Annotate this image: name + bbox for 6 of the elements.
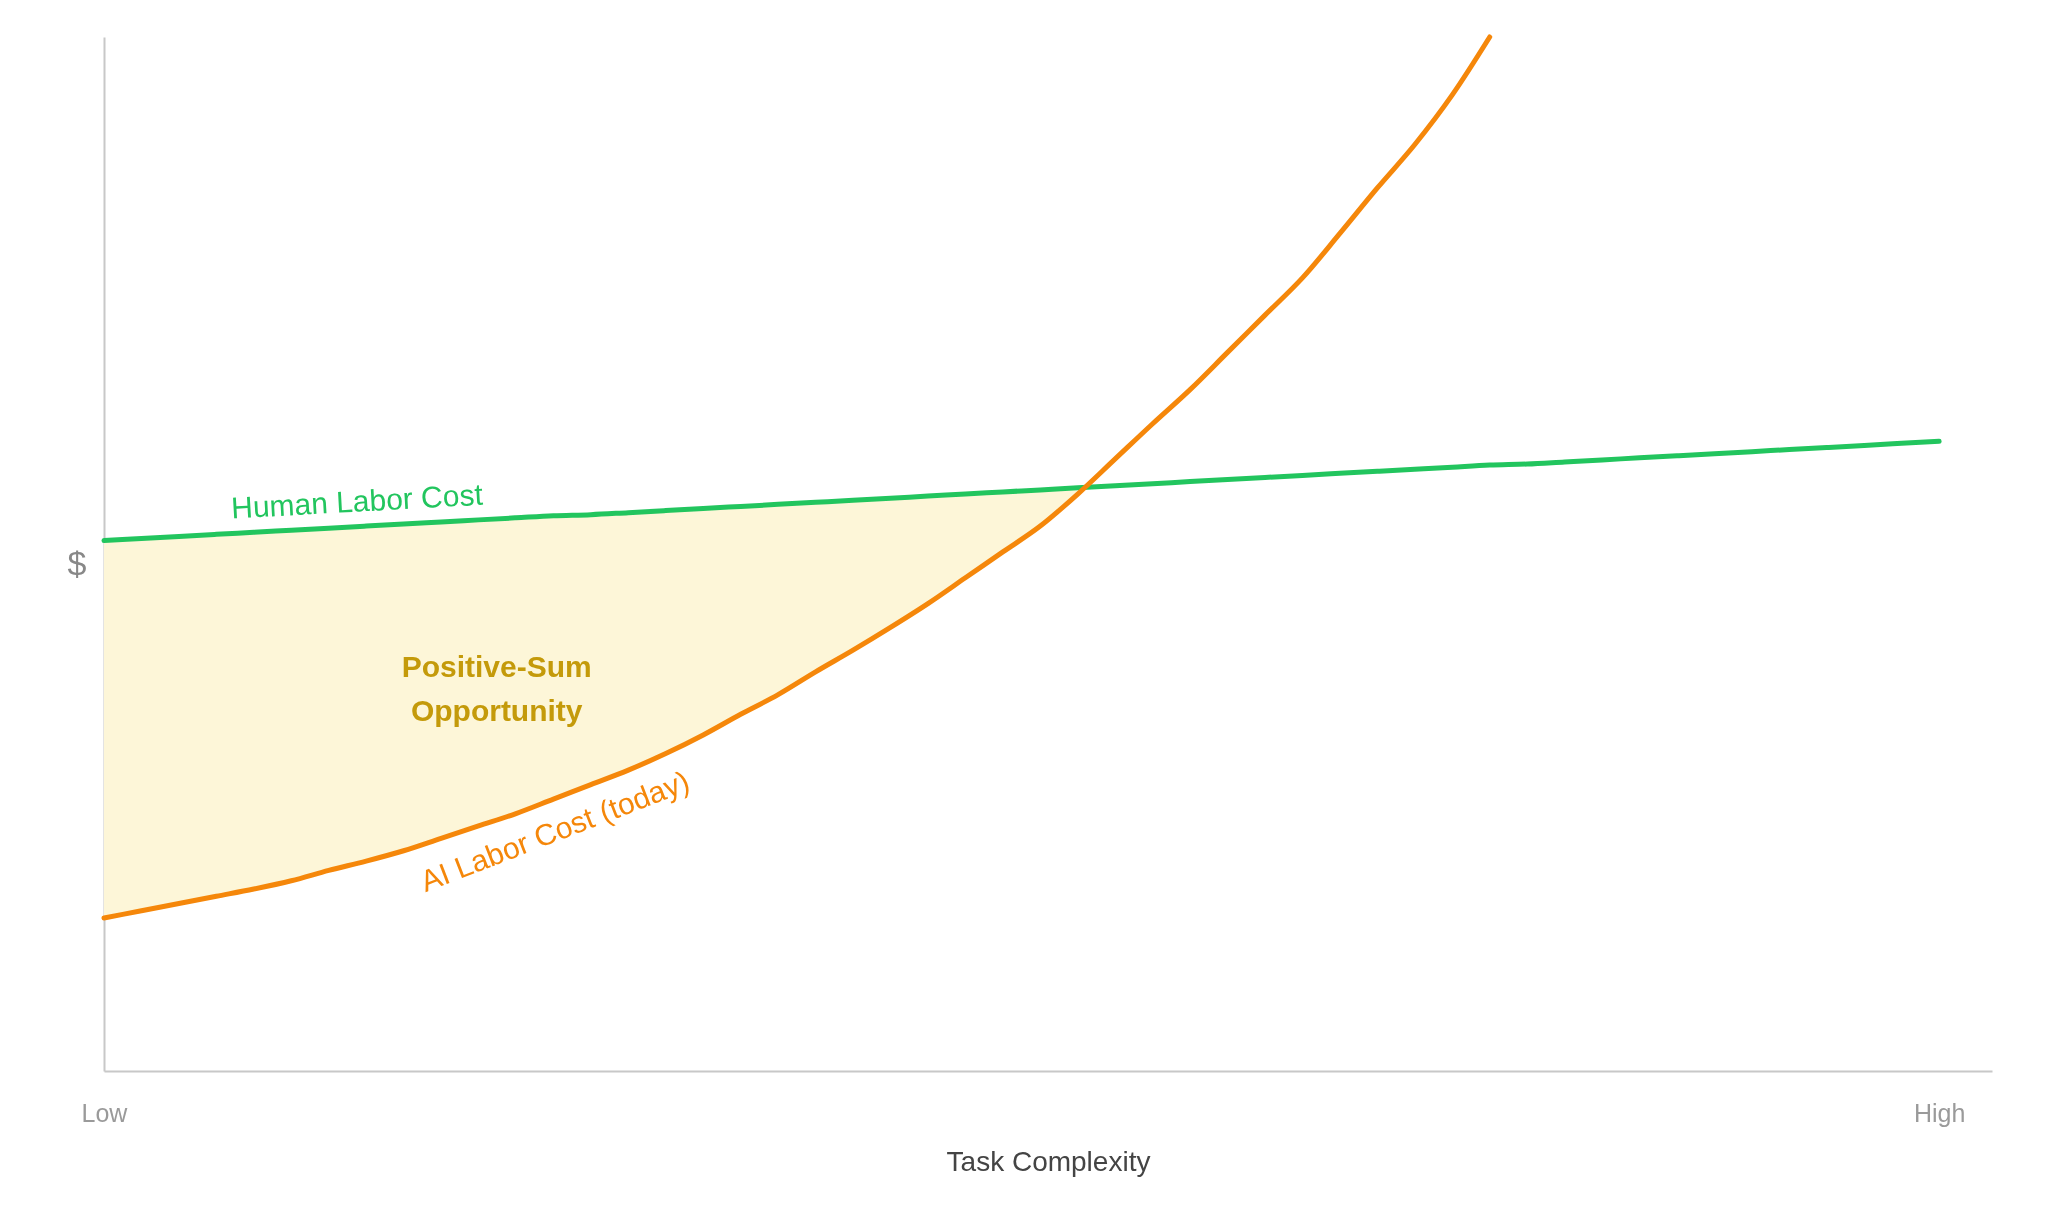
x-axis-title: Task Complexity <box>946 1145 1151 1177</box>
annotation: Positive-Sum Opportunity <box>401 649 592 727</box>
x-tick-label: Low <box>81 1098 129 1127</box>
y-axis-title: $ <box>67 543 87 582</box>
series-label: Human Labor Cost <box>230 477 485 525</box>
x-tick-label: High <box>1913 1098 1966 1127</box>
